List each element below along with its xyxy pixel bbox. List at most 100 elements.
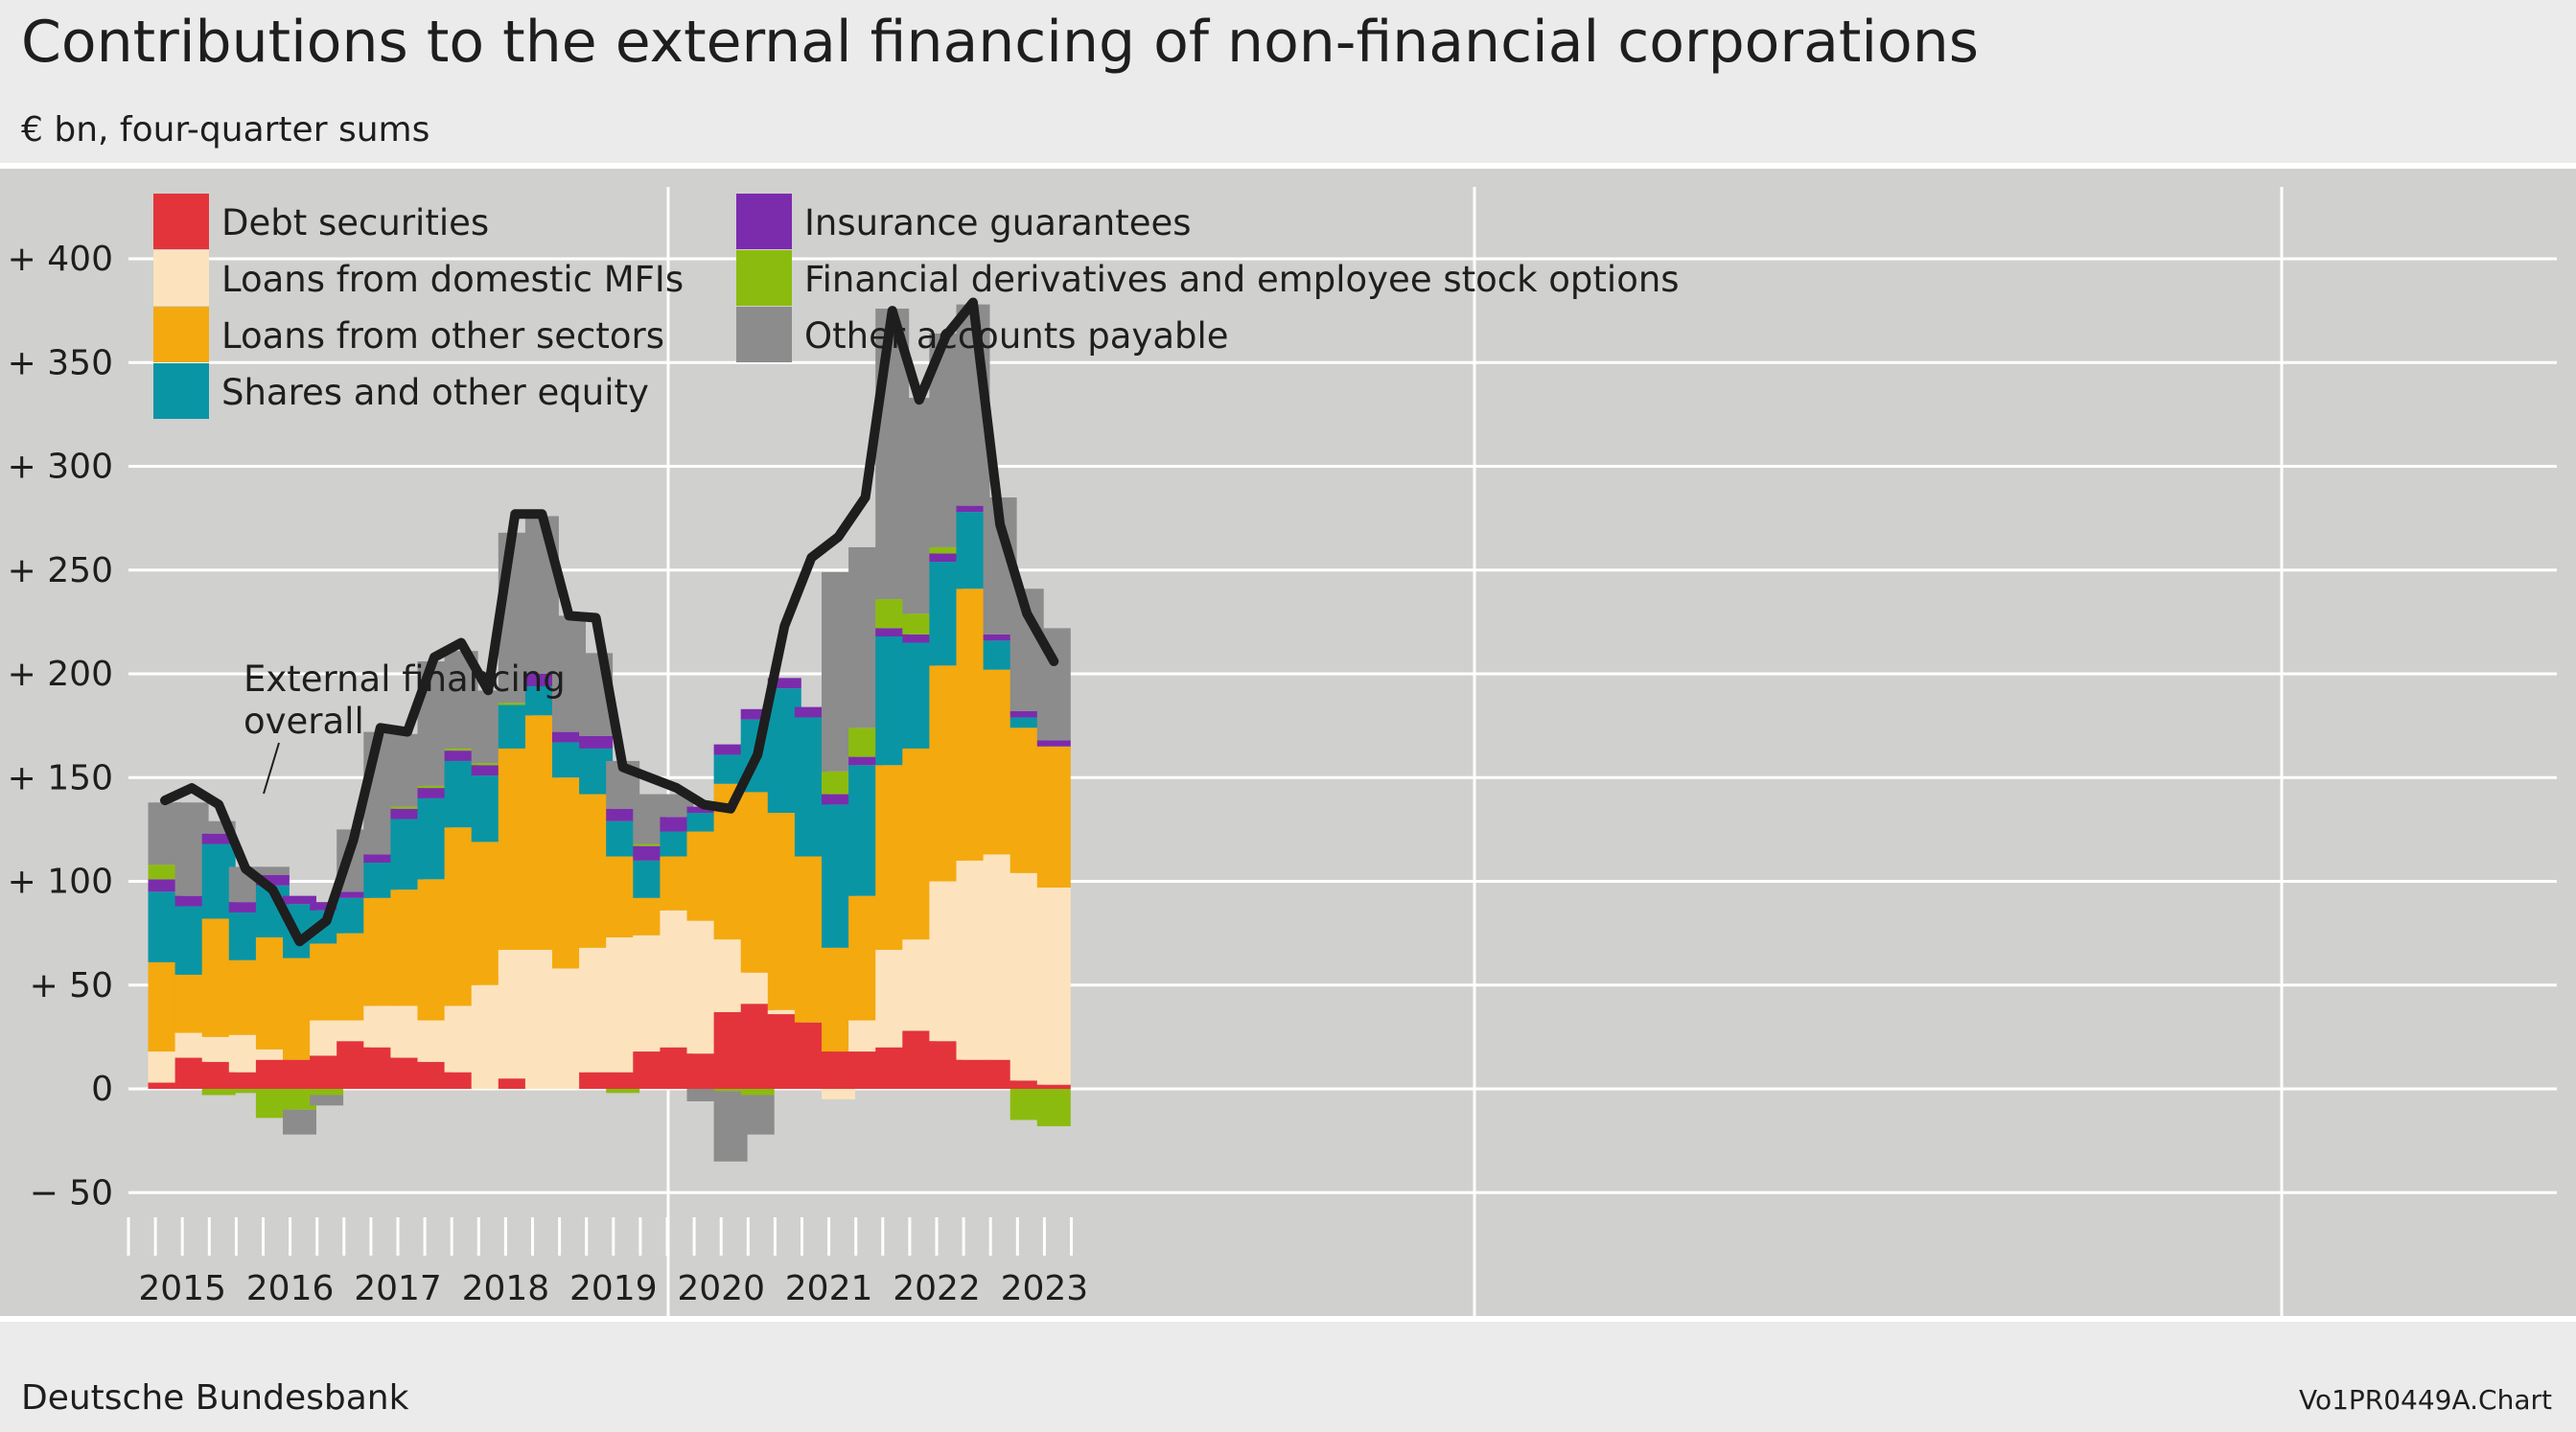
bar-segment <box>174 895 209 907</box>
bar-segment <box>740 1095 775 1135</box>
bar-segment <box>228 902 263 912</box>
bar-segment <box>255 1049 290 1060</box>
bar-segment <box>902 634 937 643</box>
bar-segment <box>498 1078 532 1089</box>
bar-segment <box>1036 740 1071 747</box>
total-line-group <box>160 297 1059 947</box>
bar-segment <box>417 785 452 789</box>
chart-title: Contributions to the external financing … <box>21 9 1979 76</box>
bar-series <box>148 304 1071 1162</box>
legend-swatch <box>736 250 792 306</box>
x-year-label: 2016 <box>246 1269 335 1308</box>
legend-swatch <box>153 307 209 362</box>
bar-segment <box>1036 746 1071 888</box>
x-axis: 2015 2016 2017 2018 2019 2020 2021 2022 2023 <box>127 1217 1089 1308</box>
line-annotation: External financing overall <box>244 658 566 795</box>
bar-segment <box>201 1089 236 1096</box>
bar-segment <box>686 813 721 832</box>
y-tick-label: 0 <box>91 1070 113 1109</box>
x-year-label: 2019 <box>569 1269 658 1308</box>
legend-label: Loans from domestic MFIs <box>221 259 684 300</box>
y-tick-label: + 50 <box>30 966 113 1005</box>
annotation-line1: External financing <box>244 658 566 700</box>
bar-segment <box>255 866 290 876</box>
y-tick-label: + 250 <box>8 551 113 590</box>
bar-segment <box>686 1089 721 1101</box>
legend-label: Insurance guarantees <box>804 202 1192 243</box>
bar-segment <box>579 735 614 749</box>
bar-segment <box>1036 1089 1071 1126</box>
bar-segment <box>471 763 505 766</box>
bar-segment <box>524 674 559 686</box>
bar-segment <box>310 1089 344 1096</box>
bar-segment <box>310 1095 344 1106</box>
annotation-line2: overall <box>244 701 364 742</box>
bar-segment <box>633 845 667 861</box>
x-year-label: 2017 <box>354 1269 442 1308</box>
bar-segment <box>740 1089 775 1096</box>
bar-segment <box>552 731 586 743</box>
y-axis-labels: − 50 0 + 50 + 100 + 150 + 200 + 250 + 300 + 350 +… <box>8 240 113 1213</box>
legend-label: Loans from other sectors <box>221 315 664 357</box>
bar-segment <box>875 628 910 637</box>
top-rule <box>0 163 2576 169</box>
y-tick-label: + 350 <box>8 343 113 382</box>
chart-code: Vo1PR0449A.Chart <box>2299 1384 2552 1416</box>
y-tick-label: + 300 <box>8 448 113 487</box>
bar-segment <box>822 794 855 805</box>
bar-segment <box>390 808 425 820</box>
bar-segment <box>956 505 990 513</box>
y-tick-label: + 400 <box>8 240 113 279</box>
bar-segment <box>929 553 963 563</box>
bar-segment <box>713 1089 748 1092</box>
bar-segment <box>579 1072 614 1089</box>
bar-segment <box>1010 710 1044 718</box>
bar-segment <box>822 771 855 795</box>
x-year-label: 2018 <box>462 1269 550 1308</box>
bar-segment <box>363 854 398 864</box>
bar-segment <box>633 843 667 846</box>
y-tick-label: + 150 <box>8 758 113 797</box>
legend-swatch <box>153 194 209 249</box>
x-year-label: 2023 <box>1001 1269 1089 1308</box>
legend-label: Debt securities <box>221 202 489 243</box>
x-year-label: 2020 <box>677 1269 765 1308</box>
bar-segment <box>444 1072 478 1089</box>
bar-segment <box>228 1072 263 1089</box>
y-tick-label: + 100 <box>8 863 113 902</box>
bar-segment <box>228 1089 263 1094</box>
bar-segment <box>471 765 505 776</box>
chart-subtitle: € bn, four-quarter sums <box>21 110 429 150</box>
bar-segment <box>902 613 937 635</box>
legend-label: Shares and other equity <box>221 372 649 413</box>
y-tick-label: + 200 <box>8 655 113 694</box>
bar-segment <box>794 706 828 718</box>
bar-segment <box>660 794 694 818</box>
legend-swatch <box>153 363 209 419</box>
bar-segment <box>337 891 371 898</box>
x-year-label: 2022 <box>893 1269 981 1308</box>
bar-segment <box>498 703 532 705</box>
bar-segment <box>713 744 748 755</box>
bar-segment <box>822 1089 855 1099</box>
bar-segment <box>660 817 694 832</box>
legend-label: Other accounts payable <box>804 315 1229 357</box>
annotation-leader <box>263 742 280 795</box>
bar-segment <box>767 1009 801 1015</box>
bar-segment <box>148 879 182 892</box>
bar-segment <box>201 833 236 844</box>
bar-segment <box>444 748 478 751</box>
bar-segment <box>1010 717 1044 728</box>
bar-segment <box>283 895 316 905</box>
legend-label: Financial derivatives and employee stock… <box>804 259 1680 300</box>
bar-segment <box>148 865 182 880</box>
bar-segment <box>255 875 290 886</box>
legend-swatch <box>736 194 792 249</box>
bar-segment <box>283 1089 316 1110</box>
bar-segment <box>606 1089 640 1094</box>
bar-segment <box>283 1109 316 1135</box>
x-year-label: 2015 <box>138 1269 226 1308</box>
bar-segment <box>606 1072 640 1089</box>
source-label: Deutsche Bundesbank <box>21 1378 409 1418</box>
